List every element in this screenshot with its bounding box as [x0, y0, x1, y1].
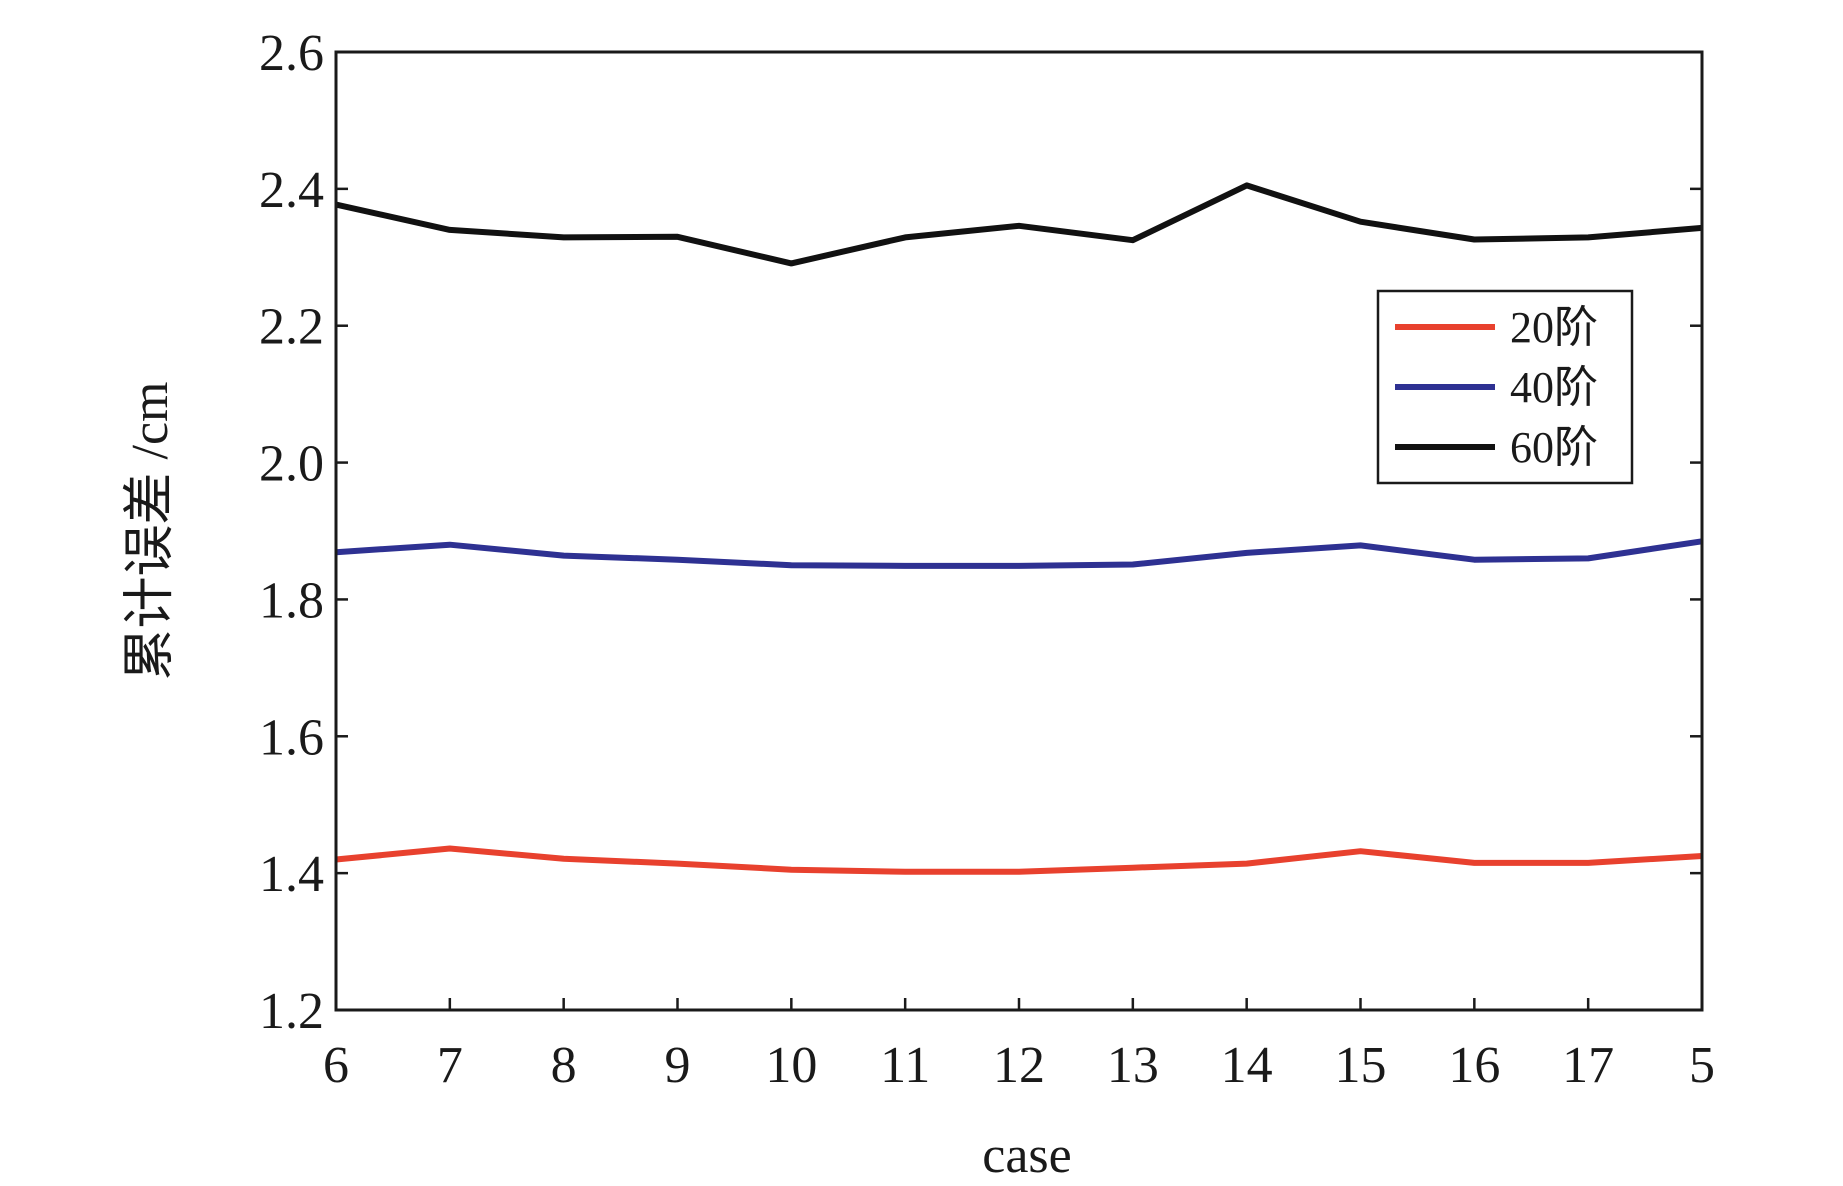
y-tick-label: 1.2	[259, 983, 324, 1040]
y-tick-label: 1.6	[259, 709, 324, 766]
y-tick-label: 1.8	[259, 572, 324, 629]
x-axis-title: case	[982, 1127, 1071, 1181]
y-axis-title: 累计误差 /cm	[122, 382, 179, 681]
x-tick-label: 15	[1335, 1037, 1387, 1094]
y-tick-label: 1.4	[259, 846, 324, 903]
x-tick-label: 6	[323, 1037, 349, 1094]
x-tick-label: 16	[1448, 1037, 1500, 1094]
x-tick-label: 12	[993, 1037, 1045, 1094]
y-tick-label: 2.4	[259, 162, 324, 219]
series-40-line	[335, 538, 1703, 569]
legend-label-20: 20阶	[1510, 303, 1598, 352]
x-tick-label: 5	[1689, 1037, 1715, 1094]
legend: 20阶 40阶 60阶	[1376, 289, 1634, 485]
x-tick-label: 8	[551, 1037, 577, 1094]
plot-frame	[334, 50, 1704, 1012]
x-tick-labels: 6 7 8 9 10 11 12 13 14 15 16 17 5	[323, 1037, 1715, 1094]
y-tick-label: 2.6	[259, 25, 324, 82]
x-tick-label: 17	[1562, 1037, 1614, 1094]
series-lines	[335, 182, 1703, 875]
legend-label-40: 40阶	[1510, 363, 1598, 412]
x-tick-label: 14	[1221, 1037, 1273, 1094]
x-tick-label: 13	[1107, 1037, 1159, 1094]
y-tick-label: 2.2	[259, 299, 324, 356]
series-20-line	[335, 845, 1703, 875]
x-tick-label: 9	[665, 1037, 691, 1094]
series-60-line	[335, 182, 1703, 267]
y-tick-label: 2.0	[259, 436, 324, 493]
x-tick-label: 7	[437, 1037, 463, 1094]
axis-ticks	[334, 50, 1704, 1012]
x-tick-label: 10	[765, 1037, 817, 1094]
legend-label-60: 60阶	[1510, 423, 1598, 472]
x-tick-label: 11	[880, 1037, 930, 1094]
y-tick-labels: 1.2 1.4 1.6 1.8 2.0 2.2 2.4 2.6	[259, 25, 324, 1040]
